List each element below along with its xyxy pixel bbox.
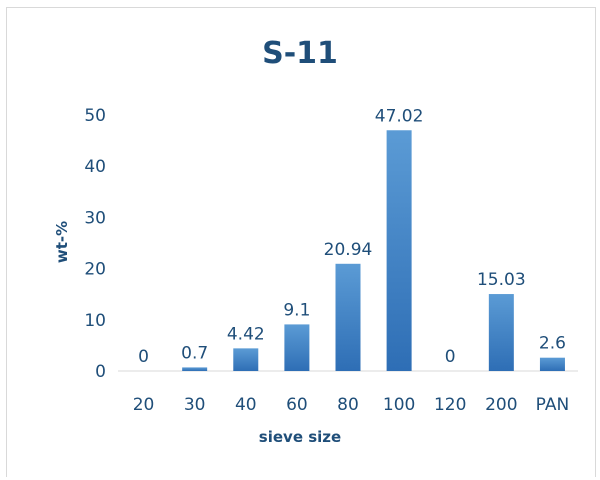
- y-tick-label: 0: [95, 362, 106, 382]
- data-label: 47.02: [375, 106, 424, 126]
- y-tick-label: 30: [84, 208, 106, 228]
- x-tick-label: 100: [383, 395, 415, 415]
- x-axis-label: sieve size: [258, 428, 342, 446]
- x-tick-label: 60: [286, 395, 308, 415]
- y-tick-label: 20: [84, 260, 106, 280]
- data-label: 0: [445, 347, 456, 367]
- y-tick-label: 50: [84, 106, 106, 126]
- bar: [335, 263, 361, 371]
- x-tick-label: 30: [184, 395, 206, 415]
- data-label: 20.94: [324, 240, 373, 260]
- bar: [539, 357, 565, 371]
- bar: [182, 367, 208, 371]
- bar: [386, 130, 412, 371]
- x-tick-label: 80: [337, 395, 359, 415]
- chart-frame: [6, 7, 596, 477]
- bar: [284, 324, 310, 371]
- x-axis-ticks: 20 30 40 60 80 100 120 200 PAN: [133, 395, 569, 415]
- data-label: 0.7: [181, 343, 208, 363]
- y-tick-label: 10: [84, 311, 106, 331]
- x-tick-label: 200: [485, 395, 517, 415]
- y-axis-ticks: 0 10 20 30 40 50: [84, 106, 106, 382]
- data-label: 4.42: [227, 324, 265, 344]
- x-tick-label: PAN: [536, 395, 570, 415]
- bar: [233, 348, 259, 371]
- x-tick-label: 120: [434, 395, 466, 415]
- bars-group: [182, 130, 565, 371]
- y-tick-label: 40: [84, 157, 106, 177]
- data-label: 0: [138, 347, 149, 367]
- bar: [488, 294, 514, 371]
- x-tick-label: 20: [133, 395, 155, 415]
- data-label: 2.6: [539, 334, 566, 354]
- data-label: 15.03: [477, 270, 526, 290]
- chart-title: S-11: [262, 36, 338, 71]
- data-labels-group: 0 0.7 4.42 9.1 20.94 47.02 0 15.03 2.6: [138, 106, 566, 367]
- x-tick-label: 40: [235, 395, 257, 415]
- data-label: 9.1: [283, 300, 310, 320]
